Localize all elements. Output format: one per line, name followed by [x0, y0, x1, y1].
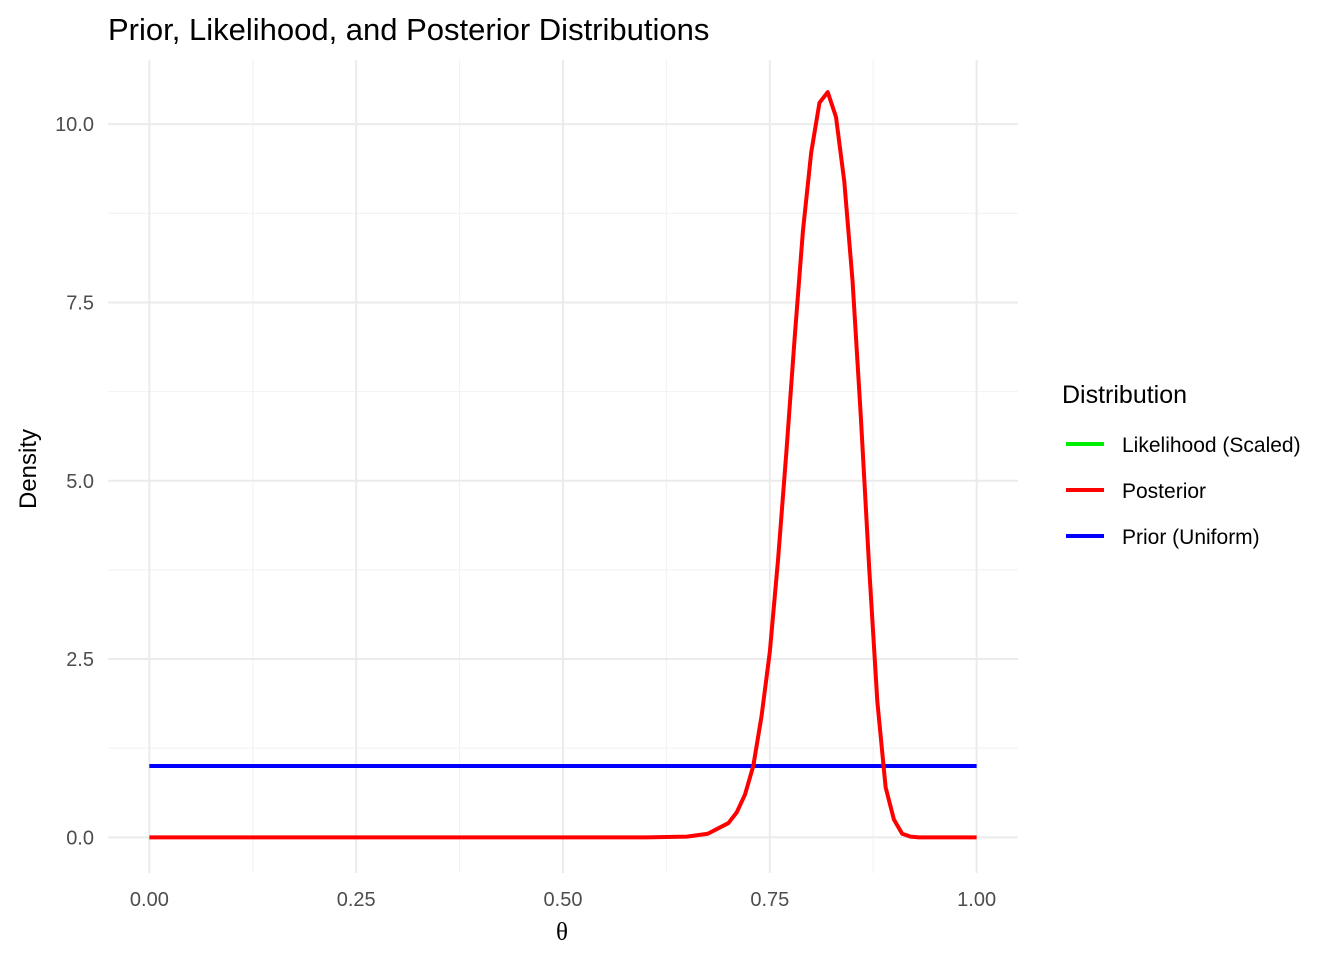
legend: Distribution Likelihood (Scaled) Posterio… [1062, 381, 1301, 549]
series-line-posterior [149, 90, 977, 840]
x-tick-label: 0.50 [544, 889, 583, 911]
x-axis-ticks: 0.00 0.25 0.50 0.75 1.00 [130, 889, 996, 911]
y-tick-label: 2.5 [66, 649, 94, 671]
y-axis-ticks: 0.0 2.5 5.0 7.5 10.0 [55, 114, 94, 849]
legend-label-likelihood-scaled: Likelihood (Scaled) [1122, 434, 1301, 457]
y-axis-title: Density [15, 429, 42, 509]
legend-items: Likelihood (Scaled) Posterior Prior (Unifo… [1066, 434, 1301, 549]
y-tick-label: 0.0 [66, 827, 94, 849]
y-tick-label: 7.5 [66, 292, 94, 314]
x-tick-label: 1.00 [957, 889, 996, 911]
x-tick-label: 0.75 [750, 889, 789, 911]
legend-label-posterior: Posterior [1122, 480, 1206, 503]
chart-title: Prior, Likelihood, and Posterior Distrib… [108, 12, 709, 47]
legend-title: Distribution [1062, 381, 1187, 409]
x-tick-label: 0.25 [337, 889, 376, 911]
series-layer [149, 90, 977, 840]
x-tick-label: 0.00 [130, 889, 169, 911]
y-tick-label: 5.0 [66, 471, 94, 493]
legend-label-prior-uniform: Prior (Uniform) [1122, 526, 1260, 549]
x-axis-title: θ [556, 919, 568, 946]
y-tick-label: 10.0 [55, 114, 94, 136]
